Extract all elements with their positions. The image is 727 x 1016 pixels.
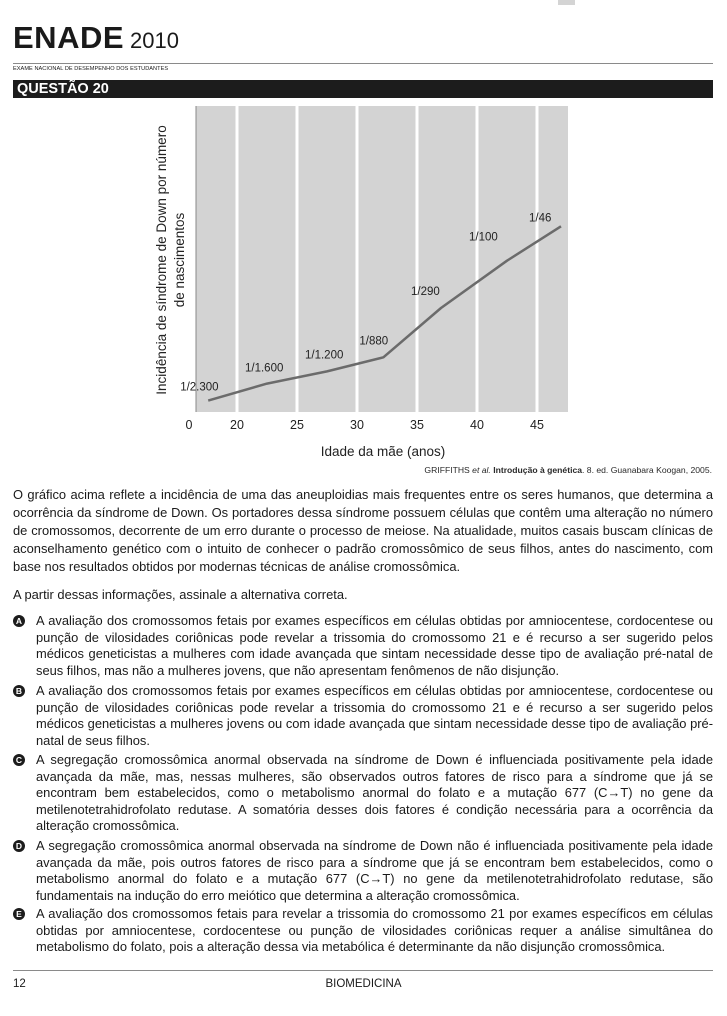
- data-label-0: 1/2.300: [180, 382, 218, 394]
- down-syndrome-chart: 1/2.300 1/1.600 1/1.200 1/880 1/290 1/100 1/46…: [154, 106, 568, 459]
- question-prompt: A partir dessas informações, assinale a …: [13, 587, 348, 602]
- header-divider: [13, 63, 713, 64]
- source-rest: . 8. ed. Guanabara Koogan, 2005.: [582, 465, 712, 475]
- source-author: GRIFFITHS: [424, 465, 473, 475]
- plot-background: [196, 106, 568, 412]
- x-tick-25: 25: [290, 418, 304, 432]
- y-axis-label-line-1: Incidência de síndrome de Down por númer…: [154, 125, 169, 394]
- logo-year: 2010: [130, 28, 179, 53]
- option-d-badge: D: [13, 840, 25, 852]
- source-title: Introdução à genética: [490, 465, 583, 475]
- chart-source: GRIFFITHS et al. Introdução à genética. …: [424, 465, 712, 475]
- logo-text: ENADE: [13, 20, 125, 55]
- x-tick-45: 45: [530, 418, 544, 432]
- option-b-badge: B: [13, 685, 25, 697]
- option-e-badge: E: [13, 908, 25, 920]
- body-paragraph: O gráfico acima reflete a incidência de …: [13, 487, 713, 574]
- x-tick-30: 30: [350, 418, 364, 432]
- data-label-3: 1/880: [359, 335, 388, 347]
- page-number: 12: [13, 978, 26, 990]
- option-a-text: A avaliação dos cromossomos fetais por e…: [36, 613, 713, 678]
- data-label-4: 1/290: [411, 286, 440, 298]
- question-title: QUESTÃO 20: [17, 81, 109, 97]
- option-e[interactable]: E A avaliação dos cromossomos fetais par…: [13, 906, 713, 956]
- data-label-5: 1/100: [469, 232, 498, 244]
- corner-mark: [558, 0, 575, 5]
- x-tick-20: 20: [230, 418, 244, 432]
- x-origin-label: 0: [186, 418, 193, 432]
- option-a[interactable]: A A avaliação dos cromossomos fetais por…: [13, 613, 713, 679]
- x-tick-35: 35: [410, 418, 424, 432]
- enade-logo: ENADE 2010: [13, 20, 179, 56]
- x-tick-40: 40: [470, 418, 484, 432]
- data-label-2: 1/1.200: [305, 349, 343, 361]
- y-axis-label-line-2: de nascimentos: [172, 212, 187, 307]
- data-label-6: 1/46: [529, 212, 551, 224]
- option-c-text: A segregação cromossômica anormal observ…: [36, 752, 713, 833]
- question-header-bar: QUESTÃO 20: [13, 80, 713, 98]
- option-e-text: A avaliação dos cromossomos fetais para …: [36, 906, 713, 954]
- footer-divider: [13, 970, 713, 971]
- x-axis-label: Idade da mãe (anos): [321, 444, 446, 459]
- option-a-badge: A: [13, 615, 25, 627]
- option-d-text: A segregação cromossômica anormal observ…: [36, 838, 713, 903]
- option-b[interactable]: B A avaliação dos cromossomos fetais por…: [13, 683, 713, 749]
- data-label-1: 1/1.600: [245, 363, 283, 375]
- exam-subtitle: EXAME NACIONAL DE DESEMPENHO DOS ESTUDAN…: [13, 66, 169, 72]
- option-c[interactable]: C A segregação cromossômica anormal obse…: [13, 752, 713, 835]
- option-c-badge: C: [13, 754, 25, 766]
- option-b-text: A avaliação dos cromossomos fetais por e…: [36, 683, 713, 748]
- option-d[interactable]: D A segregação cromossômica anormal obse…: [13, 838, 713, 904]
- source-etal: et al.: [472, 465, 491, 475]
- incidence-line: [207, 225, 562, 402]
- course-name: BIOMEDICINA: [325, 978, 402, 990]
